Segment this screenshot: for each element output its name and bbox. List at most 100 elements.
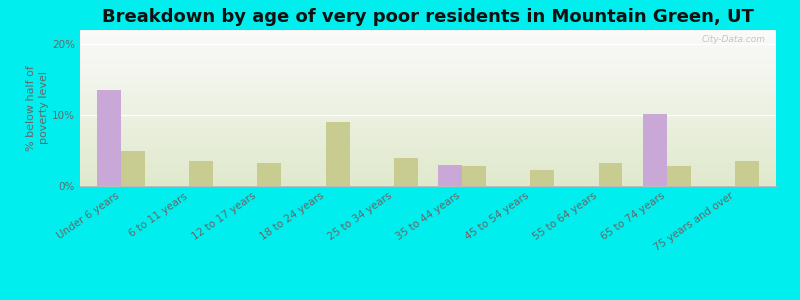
Bar bbox=[80, 47, 776, 48]
Bar bbox=[80, 137, 776, 138]
Bar bbox=[80, 84, 776, 85]
Bar bbox=[80, 38, 776, 39]
Bar bbox=[80, 106, 776, 107]
Bar bbox=[80, 52, 776, 53]
Bar bbox=[80, 65, 776, 66]
Bar bbox=[80, 93, 776, 94]
Bar bbox=[80, 163, 776, 164]
Bar bbox=[80, 172, 776, 173]
Bar bbox=[80, 101, 776, 102]
Bar bbox=[80, 152, 776, 153]
Bar bbox=[80, 120, 776, 121]
Bar bbox=[80, 121, 776, 122]
Bar bbox=[80, 174, 776, 175]
Bar bbox=[80, 105, 776, 106]
Bar bbox=[80, 69, 776, 70]
Bar bbox=[80, 113, 776, 114]
Bar bbox=[80, 138, 776, 139]
Bar bbox=[462, 166, 486, 186]
Bar bbox=[80, 80, 776, 81]
Bar bbox=[80, 45, 776, 46]
Bar bbox=[80, 116, 776, 117]
Bar bbox=[80, 184, 776, 185]
Bar bbox=[80, 78, 776, 79]
Bar bbox=[80, 170, 776, 171]
Bar bbox=[80, 71, 776, 72]
Bar bbox=[80, 181, 776, 182]
Bar bbox=[80, 39, 776, 40]
Bar bbox=[80, 79, 776, 80]
Bar bbox=[80, 149, 776, 150]
Bar bbox=[80, 60, 776, 61]
Bar bbox=[80, 59, 776, 60]
Bar bbox=[80, 155, 776, 156]
Text: City-Data.com: City-Data.com bbox=[702, 35, 766, 44]
Bar bbox=[80, 58, 776, 59]
Bar bbox=[80, 104, 776, 105]
Bar bbox=[80, 49, 776, 50]
Bar bbox=[80, 154, 776, 155]
Bar bbox=[80, 33, 776, 34]
Bar bbox=[438, 165, 462, 186]
Bar bbox=[80, 97, 776, 98]
Bar bbox=[80, 166, 776, 167]
Bar bbox=[80, 100, 776, 101]
Bar bbox=[80, 44, 776, 45]
Bar bbox=[80, 171, 776, 172]
Bar bbox=[80, 162, 776, 163]
Bar bbox=[80, 141, 776, 142]
Bar bbox=[80, 115, 776, 116]
Bar bbox=[80, 95, 776, 96]
Bar bbox=[121, 151, 145, 186]
Bar bbox=[80, 142, 776, 143]
Bar bbox=[80, 76, 776, 77]
Bar bbox=[80, 108, 776, 109]
Bar bbox=[80, 180, 776, 181]
Bar bbox=[80, 134, 776, 135]
Bar bbox=[80, 182, 776, 183]
Bar bbox=[80, 63, 776, 64]
Bar bbox=[80, 164, 776, 165]
Bar bbox=[80, 70, 776, 71]
Bar bbox=[80, 99, 776, 100]
Bar bbox=[80, 124, 776, 125]
Bar bbox=[80, 125, 776, 126]
Bar bbox=[667, 166, 690, 186]
Bar bbox=[80, 150, 776, 151]
Bar bbox=[80, 36, 776, 37]
Bar bbox=[80, 34, 776, 35]
Bar bbox=[80, 144, 776, 145]
Bar bbox=[80, 53, 776, 54]
Bar bbox=[598, 163, 622, 186]
Bar bbox=[80, 89, 776, 90]
Bar bbox=[80, 55, 776, 56]
Bar bbox=[80, 102, 776, 103]
Bar bbox=[258, 163, 282, 186]
Bar bbox=[80, 66, 776, 67]
Bar bbox=[80, 77, 776, 78]
Bar bbox=[80, 153, 776, 154]
Bar bbox=[80, 31, 776, 32]
Bar bbox=[80, 96, 776, 97]
Bar bbox=[80, 123, 776, 124]
Bar bbox=[80, 94, 776, 95]
Bar bbox=[80, 119, 776, 120]
Bar bbox=[80, 173, 776, 174]
Bar bbox=[80, 57, 776, 58]
Bar bbox=[80, 117, 776, 118]
Bar bbox=[80, 185, 776, 186]
Bar bbox=[80, 82, 776, 83]
Bar bbox=[80, 111, 776, 112]
Bar bbox=[80, 85, 776, 86]
Bar bbox=[80, 148, 776, 149]
Bar bbox=[80, 32, 776, 33]
Bar bbox=[80, 68, 776, 69]
Bar bbox=[80, 92, 776, 93]
Bar bbox=[80, 160, 776, 161]
Bar bbox=[326, 122, 350, 186]
Bar bbox=[97, 90, 121, 186]
Bar bbox=[80, 159, 776, 160]
Bar bbox=[80, 72, 776, 73]
Bar bbox=[80, 73, 776, 74]
Bar bbox=[80, 143, 776, 144]
